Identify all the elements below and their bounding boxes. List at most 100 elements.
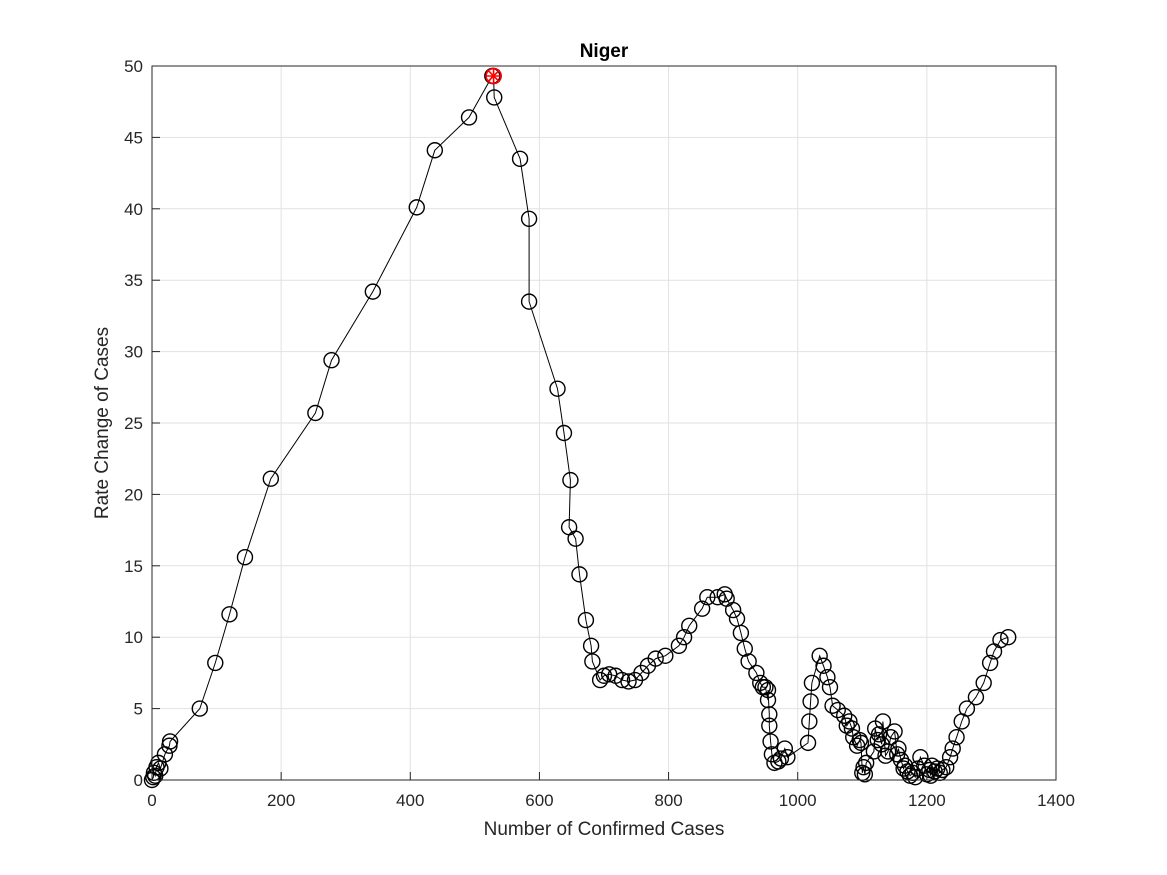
data-point <box>307 404 324 422</box>
data-point <box>855 758 872 776</box>
data-point <box>886 723 903 740</box>
data-point <box>981 654 999 672</box>
data-point <box>736 640 753 657</box>
data-point <box>408 199 425 216</box>
y-tick-label: 10 <box>124 628 143 647</box>
data-point <box>520 210 538 227</box>
data-point <box>938 758 955 776</box>
data-point <box>877 747 894 764</box>
y-tick-label: 20 <box>124 485 143 504</box>
data-point <box>821 678 839 696</box>
data-point <box>958 700 976 717</box>
data-point <box>221 606 238 623</box>
data-point <box>571 566 588 583</box>
data-point <box>841 713 858 730</box>
data-point <box>811 647 828 664</box>
data-point <box>757 678 774 696</box>
data-point <box>992 631 1009 649</box>
data-point <box>620 673 637 690</box>
data-point <box>882 728 899 746</box>
data-point <box>511 150 529 168</box>
data-point <box>567 530 584 547</box>
data-point <box>944 740 961 757</box>
data-point <box>869 731 886 749</box>
data-point <box>870 726 888 743</box>
data-point <box>699 589 716 606</box>
x-tick-label: 600 <box>525 791 553 810</box>
data-point <box>852 734 870 752</box>
data-point <box>486 89 503 106</box>
data-point <box>857 754 875 772</box>
data-point <box>681 617 698 634</box>
x-tick-label: 800 <box>654 791 682 810</box>
data-point <box>829 701 846 719</box>
data-point <box>582 637 600 654</box>
x-axis-label: Number of Confirmed Cases <box>484 819 725 840</box>
data-point <box>613 671 631 689</box>
data-point <box>724 601 742 619</box>
data-point <box>948 728 965 746</box>
data-point <box>801 713 818 730</box>
data-point <box>761 706 778 723</box>
data-point <box>941 748 959 766</box>
peak-marker-stroke <box>487 69 501 83</box>
data-point <box>657 647 674 664</box>
y-tick-label: 5 <box>134 700 143 719</box>
y-tick-label: 50 <box>124 57 143 76</box>
data-point <box>975 674 992 692</box>
data-point <box>843 720 861 737</box>
data-point <box>934 761 951 779</box>
data-point <box>262 470 280 487</box>
x-tick-label: 400 <box>396 791 424 810</box>
data-point <box>732 624 750 642</box>
y-tick-label: 35 <box>124 271 143 290</box>
chart-title: Niger <box>580 41 629 62</box>
data-point <box>207 654 224 672</box>
data-point <box>967 688 985 706</box>
series-line <box>151 75 1009 781</box>
data-point <box>856 766 874 783</box>
data-point <box>802 693 819 710</box>
data-point <box>799 734 817 752</box>
data-point <box>912 748 929 766</box>
data-point <box>888 746 906 763</box>
data-point <box>709 589 726 606</box>
peak-marker <box>485 67 502 85</box>
data-point <box>520 293 538 310</box>
data-point <box>460 109 478 126</box>
data-point <box>819 668 836 686</box>
data-point <box>748 664 765 682</box>
data-point <box>584 653 601 670</box>
data-point <box>364 283 382 300</box>
y-tick-label: 40 <box>124 200 143 219</box>
data-point <box>772 750 790 767</box>
data-point <box>803 674 821 692</box>
x-tick-label: 0 <box>147 791 156 810</box>
y-tick-label: 25 <box>124 414 143 433</box>
x-tick-label: 1000 <box>779 791 817 810</box>
data-point <box>675 629 693 646</box>
y-axis-ticks: 0 5 10 15 20 25 30 35 40 45 50 <box>124 57 160 790</box>
data-point <box>670 637 688 654</box>
data-point <box>191 700 208 717</box>
data-point <box>236 549 254 566</box>
data-point <box>323 351 340 369</box>
data-point <box>890 740 907 757</box>
data-point <box>761 717 778 734</box>
data-point <box>770 753 787 770</box>
data-point <box>815 657 832 674</box>
series-layer <box>143 67 1017 789</box>
data-point <box>555 424 573 442</box>
data-point <box>161 733 179 750</box>
y-tick-label: 0 <box>134 771 143 790</box>
data-point <box>779 748 796 766</box>
data-point <box>762 733 779 750</box>
data-point <box>577 611 595 629</box>
x-tick-label: 1200 <box>908 791 946 810</box>
data-point <box>647 650 664 667</box>
data-point <box>776 740 793 757</box>
data-point <box>591 671 609 689</box>
y-tick-label: 30 <box>124 343 143 362</box>
data-point <box>693 600 711 617</box>
